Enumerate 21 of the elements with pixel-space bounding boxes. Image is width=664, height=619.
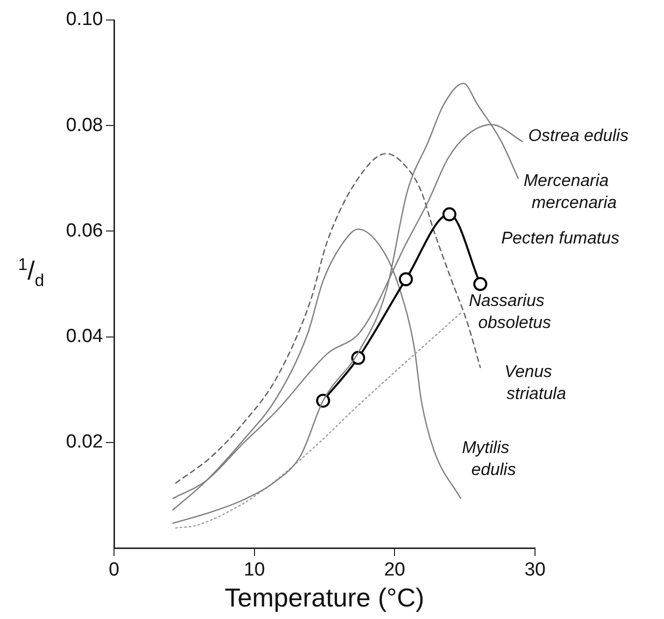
y-axis-title: $^{1}$/$_{d}$	[18, 255, 44, 291]
x-tick-label: 30	[524, 560, 546, 581]
point	[398, 272, 413, 286]
y-tick-label: 0.02	[66, 432, 103, 453]
y-tick-label: 0.04	[66, 326, 104, 348]
line-series	[175, 312, 462, 529]
series-label: Mytilis edulis	[462, 438, 516, 480]
series-label: Venus striatula	[504, 362, 566, 404]
series-label: Mercenaria mercenaria	[524, 171, 617, 212]
y-tick-label: 0.06	[66, 220, 103, 242]
x-tick-label: 10	[244, 560, 265, 581]
y-tick-label: 0.10	[66, 9, 103, 30]
series-label: Ostrea edulis	[528, 126, 629, 146]
x-tick-label: 20	[384, 560, 406, 581]
series-label: Nassarius obsoletus	[468, 290, 552, 332]
x-tick-label: 0	[108, 560, 120, 581]
point	[442, 207, 456, 222]
x-axis-title: Temperature (°C)	[224, 582, 424, 613]
series-label: Pecten fumatus	[501, 228, 620, 248]
point	[473, 277, 488, 291]
y-tick-label: 0.08	[66, 114, 103, 136]
